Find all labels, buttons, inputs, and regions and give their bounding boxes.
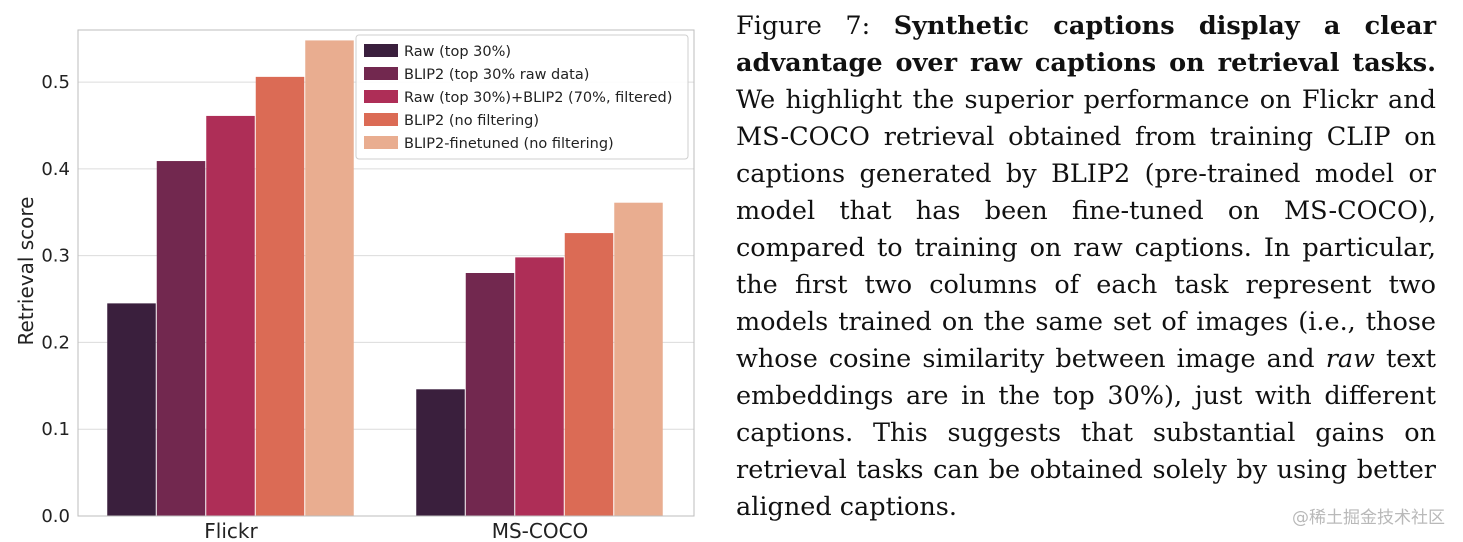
bar-flickr-5 xyxy=(305,40,354,517)
plot-frame xyxy=(77,29,695,517)
watermark: @稀土掘金技术社区 xyxy=(1292,508,1445,528)
y-axis-label: Retrieval score xyxy=(14,197,38,346)
y-tick-label: 0.2 xyxy=(41,332,70,353)
caption-emphasis: raw xyxy=(1325,344,1375,374)
x-tick-label: Flickr xyxy=(204,519,258,542)
y-tick-label: 0.4 xyxy=(41,159,70,180)
bar-ms-coco-3 xyxy=(515,257,564,516)
bars xyxy=(107,40,663,517)
legend-swatch xyxy=(364,136,398,149)
legend: Raw (top 30%) BLIP2 (top 30% raw data) Raw… xyxy=(355,34,689,160)
figure-label: Figure 7: xyxy=(736,11,871,41)
bar-ms-coco-1 xyxy=(416,389,465,516)
y-tick-label: 0.0 xyxy=(41,506,70,527)
legend-swatch xyxy=(364,44,398,57)
legend-entry: BLIP2 (top 30% raw data) xyxy=(404,67,589,83)
legend-entry: Raw (top 30%) xyxy=(404,44,511,60)
legend-swatch xyxy=(364,67,398,80)
y-tick-label: 0.1 xyxy=(41,419,70,440)
y-tick-labels: 0.0 0.1 0.2 0.3 0.4 0.5 xyxy=(41,72,70,527)
legend-box xyxy=(355,34,689,160)
bar-flickr-1 xyxy=(107,303,156,516)
caption-body-1: We highlight the superior performance on… xyxy=(736,85,1436,374)
figure-title: Synthetic captions display a clear advan… xyxy=(736,11,1437,78)
x-tick-label: MS-COCO xyxy=(492,519,589,542)
bar-ms-coco-5 xyxy=(614,202,663,517)
bar-flickr-4 xyxy=(255,76,305,516)
legend-entry: BLIP2-finetuned (no filtering) xyxy=(404,136,614,152)
bar-ms-coco-2 xyxy=(465,273,515,516)
legend-entry: BLIP2 (no filtering) xyxy=(404,113,539,129)
caption-body-2: text embeddings are in the top 30%), jus… xyxy=(736,344,1437,522)
y-tick-label: 0.3 xyxy=(41,246,70,267)
x-tick-labels: Flickr MS-COCO xyxy=(204,519,588,542)
legend-entry: Raw (top 30%)+BLIP2 (70%, filtered) xyxy=(404,90,672,106)
legend-swatch xyxy=(364,90,398,103)
legend-swatch xyxy=(364,113,398,126)
bar-chart: 0.0 0.1 0.2 0.3 0.4 0.5 Flickr MS-COCO Retriev… xyxy=(14,29,695,542)
bar-flickr-2 xyxy=(156,161,206,516)
figure-caption: Figure 7: Synthetic captions display a c… xyxy=(736,8,1436,526)
bar-flickr-3 xyxy=(206,115,255,517)
y-tick-label: 0.5 xyxy=(41,72,70,93)
bar-ms-coco-4 xyxy=(564,233,614,517)
